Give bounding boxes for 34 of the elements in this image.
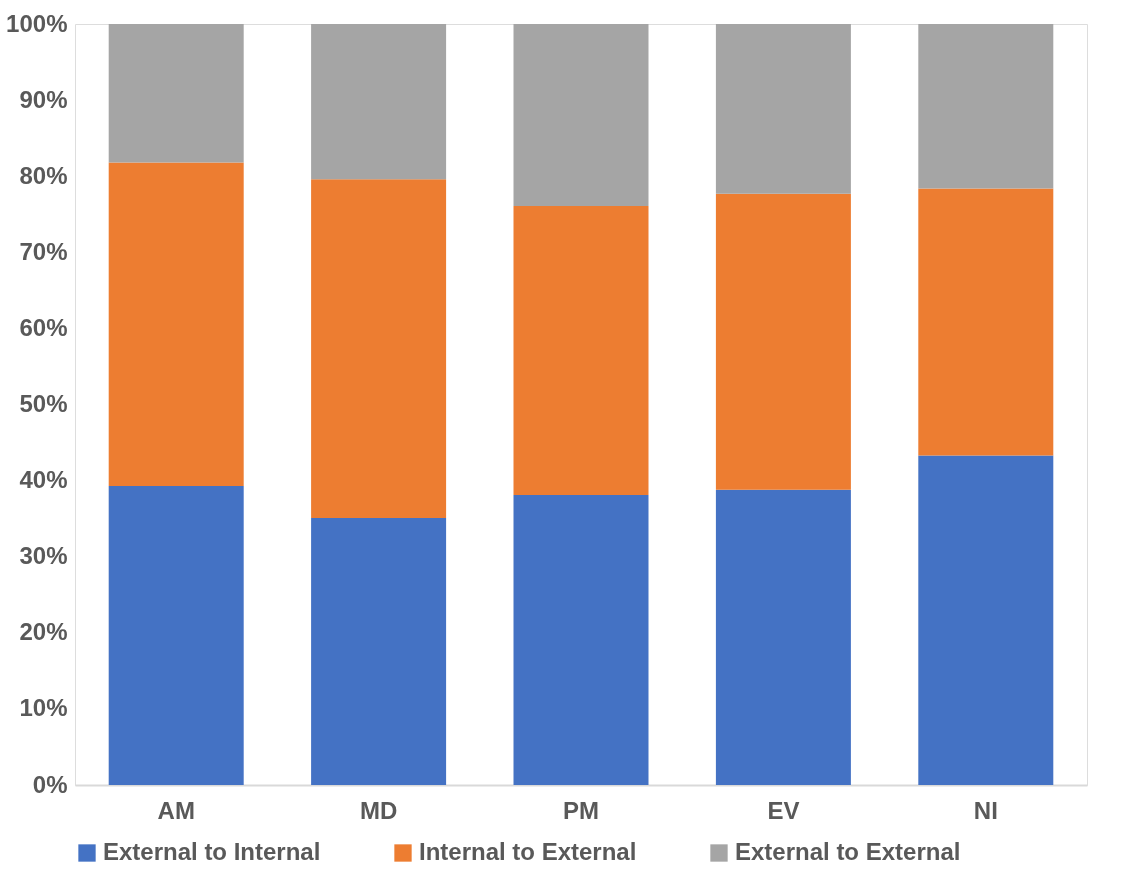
bar [311, 517, 447, 785]
bar [513, 24, 649, 206]
bar [513, 495, 649, 785]
y-tick-label: 20% [19, 618, 68, 646]
y-tick-label: 80% [19, 161, 68, 189]
x-tick-label: NI [973, 796, 998, 824]
y-tick-label: 40% [19, 466, 68, 494]
bar [715, 24, 851, 194]
x-tick-label: MD [359, 796, 398, 824]
y-tick-label: 30% [19, 542, 68, 570]
y-tick-label: 90% [19, 85, 68, 113]
bar [311, 24, 447, 180]
y-tick-label: 100% [6, 9, 68, 37]
legend-label: Internal to External [419, 838, 637, 865]
bar [108, 24, 244, 163]
x-tick-label: EV [767, 796, 800, 824]
x-tick-label: AM [157, 796, 195, 824]
legend-label: External to External [735, 838, 961, 865]
bar [918, 455, 1054, 785]
bar [311, 179, 447, 518]
legend-label: External to Internal [103, 838, 321, 865]
y-tick-label: 70% [19, 237, 68, 265]
bar [715, 489, 851, 785]
y-tick-label: 60% [19, 313, 68, 341]
bar [513, 205, 649, 496]
x-tick-label: PM [563, 796, 599, 824]
bar [108, 485, 244, 785]
y-tick-label: 10% [19, 694, 68, 722]
y-tick-label: 0% [32, 770, 68, 798]
y-tick-label: 50% [19, 390, 68, 417]
bar [715, 193, 851, 490]
bar [108, 162, 244, 486]
bar [918, 188, 1054, 456]
bar [918, 24, 1054, 189]
